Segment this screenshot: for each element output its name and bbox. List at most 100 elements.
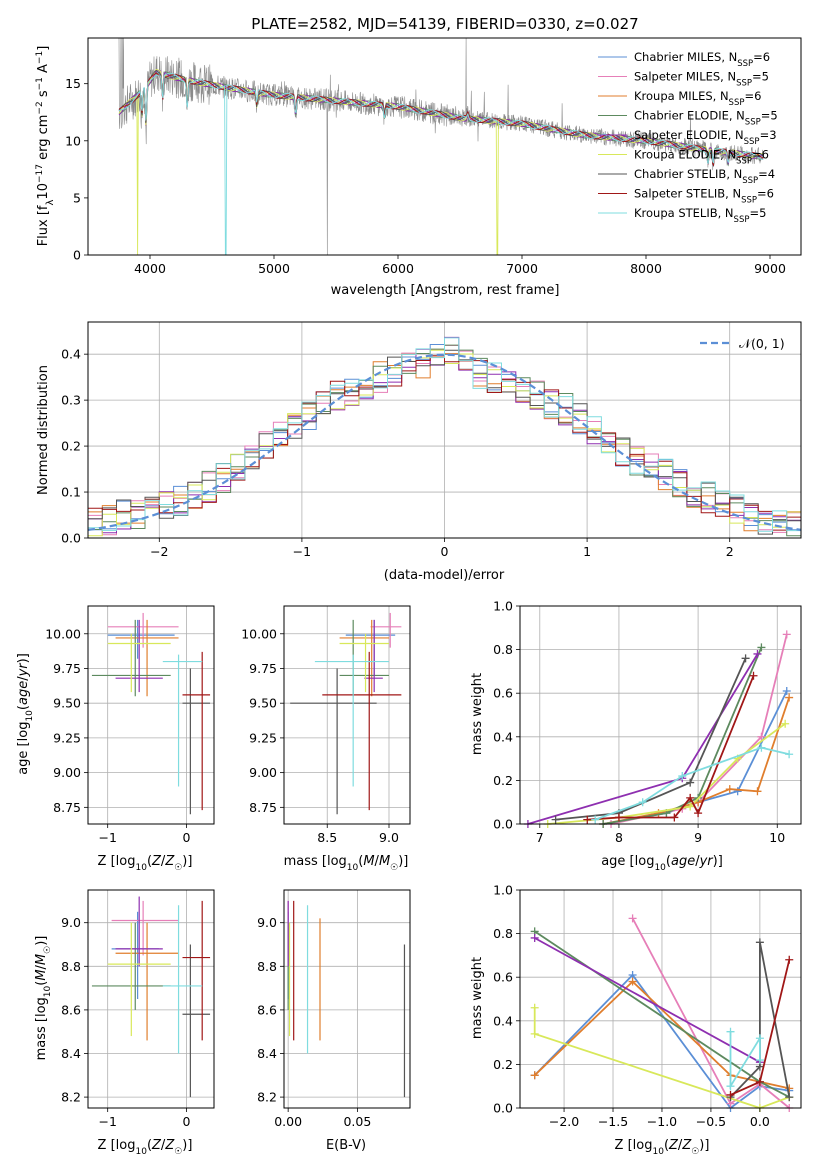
y-tick-label: 9.75 [53, 661, 81, 676]
weight-line-kroupa_elodie [547, 722, 786, 825]
weight-marker-salpeter_miles [782, 630, 791, 639]
z-vs-mass-panel: −1 0 8.2 8.4 8.6 8.8 9.0 [61, 889, 215, 1129]
spectrum-tick-labels: 4000 5000 6000 7000 8000 9000 0 5 10 15 [65, 76, 786, 276]
x-tick-label: −0.5 [696, 1114, 726, 1129]
y-tick-label: 9.0 [257, 915, 277, 930]
weight-marker-kroupa_miles [725, 785, 734, 794]
y-tick-label: 8.4 [61, 1046, 81, 1061]
y-tick-label: 8.2 [61, 1090, 81, 1105]
x-tick-label: 9000 [754, 261, 786, 276]
weight-marker-kroupa_stelib [785, 750, 794, 759]
histogram-y-label: Normed distribution [36, 365, 51, 495]
z-vs-weight-y-label: mass weight [470, 957, 485, 1039]
ebv-vs-mass-x-label: E(B-V) [326, 1138, 366, 1153]
y-tick-label: 0 [73, 248, 81, 263]
weight-marker-salpeter_miles [757, 732, 766, 741]
y-tick-label: 0.2 [61, 439, 81, 454]
spectrum-panel: PLATE=2582, MJD=54139, FIBERID=0330, z=0… [35, 15, 802, 298]
weight-line-salpeter_miles [631, 917, 790, 1109]
x-tick-label: −1.5 [598, 1114, 628, 1129]
y-tick-label: 0.4 [493, 729, 513, 744]
age-vs-weight-y-label: mass weight [470, 673, 485, 755]
y-tick-label: 5 [73, 190, 81, 205]
y-tick-label: 10.00 [241, 626, 277, 641]
weight-marker-salpeter_stelib [749, 671, 758, 680]
model-spectrum-kroupa_stelib [118, 72, 764, 255]
z-vs-age-y-label: age [log10(age/yr)] [16, 653, 35, 775]
weight-marker-kroupa_stelib [638, 798, 647, 807]
weight-marker-salpeter_stelib [583, 815, 592, 824]
z-vs-mass-y-label: mass [log10(M/M☉)] [34, 936, 53, 1061]
weight-line-salpeter_elodie [534, 937, 761, 1063]
weight-marker-kroupa_stelib [757, 743, 766, 752]
x-tick-label: 6000 [382, 261, 414, 276]
legend-label-kroupa_miles: Kroupa MILES, NSSP=6 [634, 89, 761, 108]
z-vs-mass-x-label: Z [log10(Z/Z☉)] [98, 1138, 193, 1157]
spectrum-plot-area [118, 38, 764, 255]
x-tick-label: 1 [583, 544, 591, 559]
x-tick-label: 8 [615, 830, 623, 845]
y-tick-label: 9.25 [249, 730, 277, 745]
y-tick-label: 0.0 [493, 1101, 513, 1116]
x-tick-label: 0 [182, 1114, 190, 1129]
axes-frame [283, 889, 411, 1109]
weight-marker-kroupa_elodie [686, 802, 695, 811]
y-tick-label: 8.75 [249, 800, 277, 815]
model-spectrum-chabrier_stelib [118, 69, 764, 167]
z-vs-age-x-label: Z [log10(Z/Z☉)] [98, 854, 193, 873]
weight-marker-kroupa_miles [785, 693, 794, 702]
weight-line-chabrier_stelib [555, 657, 747, 821]
y-tick-label: 15 [65, 76, 81, 91]
normal-curve [87, 353, 802, 531]
x-tick-label: 0.0 [750, 1114, 770, 1129]
y-tick-label: 1.0 [493, 883, 513, 898]
age-vs-weight-x-label: age [log10(age/yr)] [601, 854, 723, 873]
weight-marker-salpeter_miles [628, 914, 637, 923]
y-tick-label: 0.0 [493, 817, 513, 832]
x-tick-label: −1 [293, 544, 311, 559]
legend-label-kroupa_stelib: Kroupa STELIB, NSSP=5 [634, 206, 766, 225]
weight-marker-chabrier_elodie [757, 643, 766, 652]
x-tick-label: 0.05 [343, 1114, 371, 1129]
mass-vs-age-panel: 8.5 9.0 8.75 9.00 9.25 9.50 9.75 10.00 [241, 605, 411, 845]
weight-marker-salpeter_stelib [726, 1090, 735, 1099]
legend-label-salpeter_miles: Salpeter MILES, NSSP=5 [634, 70, 769, 89]
x-tick-label: −1 [98, 830, 116, 845]
y-tick-label: 0.6 [493, 686, 513, 701]
spectrum-x-label: wavelength [Angstrom, rest frame] [331, 283, 560, 298]
y-tick-label: 10 [65, 133, 81, 148]
weight-marker-kroupa_miles [785, 1084, 794, 1093]
legend-label-kroupa_elodie: Kroupa ELODIE, NSSP=6 [634, 148, 769, 167]
spectrum-y-label: Flux [fλ10−17 erg cm−2 s−1 A−1] [35, 46, 56, 247]
weight-marker-salpeter_stelib [694, 809, 703, 818]
x-tick-label: 9 [694, 830, 702, 845]
legend-label-salpeter_stelib: Salpeter STELIB, NSSP=6 [634, 187, 774, 206]
y-tick-label: 0.6 [493, 970, 513, 985]
weight-marker-kroupa_miles [628, 977, 637, 986]
weight-marker-kroupa_miles [753, 787, 762, 796]
weight-marker-chabrier_miles [733, 787, 742, 796]
y-tick-label: 9.0 [61, 915, 81, 930]
y-tick-label: 0.2 [493, 773, 513, 788]
weight-line-kroupa_miles [602, 697, 790, 825]
model-spectrum-chabrier_elodie [118, 71, 764, 167]
y-tick-label: 8.2 [257, 1090, 277, 1105]
x-tick-label: 2 [726, 544, 734, 559]
x-tick-label: 8.5 [317, 830, 337, 845]
spectrum-axes-frame [87, 37, 802, 256]
weight-marker-kroupa_stelib [726, 1027, 735, 1036]
y-tick-label: 0.4 [493, 1013, 513, 1028]
ebv-vs-mass-panel: 0.00 0.05 8.2 8.4 8.6 8.8 9.0 [257, 889, 411, 1129]
axes-frame [87, 889, 215, 1109]
x-tick-label: 8000 [630, 261, 662, 276]
spectrum-title: PLATE=2582, MJD=54139, FIBERID=0330, z=0… [251, 15, 638, 33]
age-vs-weight-panel: 7 8 9 10 0.0 0.2 0.4 0.6 0.8 1.0 [493, 599, 802, 845]
axes-frame [283, 605, 411, 825]
weight-marker-chabrier_stelib [686, 778, 695, 787]
mass-vs-age-x-label: mass [log10(M/M☉)] [284, 854, 409, 873]
x-tick-label: 7 [536, 830, 544, 845]
weight-line-kroupa_stelib [729, 1031, 761, 1090]
y-tick-label: 8.8 [257, 959, 277, 974]
x-tick-label: −1.0 [647, 1114, 677, 1129]
weight-marker-kroupa_stelib [726, 1082, 735, 1091]
